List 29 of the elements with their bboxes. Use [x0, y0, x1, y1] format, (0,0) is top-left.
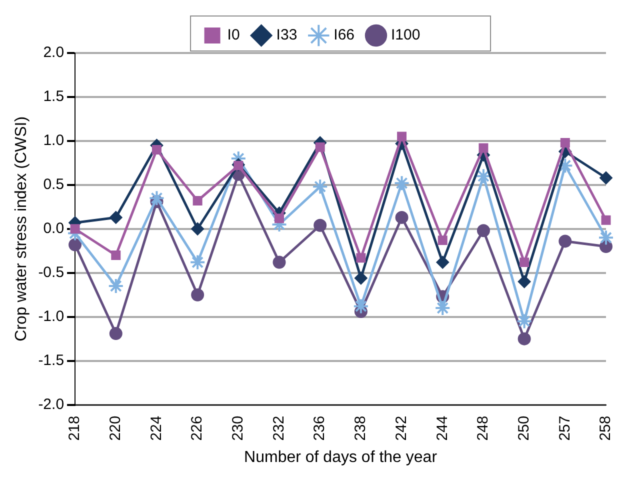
- x-tick-label: 244: [434, 416, 451, 441]
- x-tick-label: 248: [474, 416, 492, 441]
- x-tick-label: 218: [66, 416, 84, 441]
- y-tick-label: -2.0: [38, 396, 64, 413]
- x-tick-label: 238: [352, 416, 370, 441]
- x-tick-label: 250: [515, 416, 532, 441]
- x-axis-title: Number of days of the year: [244, 448, 438, 466]
- y-tick-label: -1.5: [38, 352, 64, 369]
- x-tick-label: 258: [597, 416, 614, 441]
- y-axis-title: Crop water stress index (CWSI): [13, 116, 30, 342]
- x-tick-label: 230: [230, 416, 247, 441]
- y-tick-label: 1.5: [43, 88, 64, 106]
- legend-label: I0: [227, 26, 240, 44]
- y-tick-label: -0.5: [38, 264, 64, 281]
- x-tick-label: 232: [270, 416, 288, 441]
- legend-label: I100: [391, 26, 420, 44]
- x-tick-label: 257: [556, 416, 574, 441]
- legend-label: I66: [334, 26, 355, 44]
- x-tick-label: 236: [311, 416, 328, 441]
- y-tick-label: 2.0: [43, 44, 64, 62]
- x-tick-label: 226: [188, 416, 206, 441]
- y-tick-label: -1.0: [38, 308, 64, 325]
- y-tick-label: 0.5: [43, 176, 64, 194]
- y-tick-label: 1.0: [43, 132, 64, 150]
- y-tick-label: 0.0: [43, 220, 64, 238]
- legend-label: I33: [276, 26, 298, 44]
- x-tick-label: 242: [392, 416, 410, 441]
- x-tick-label: 220: [107, 416, 124, 441]
- x-tick-label: 224: [148, 416, 165, 441]
